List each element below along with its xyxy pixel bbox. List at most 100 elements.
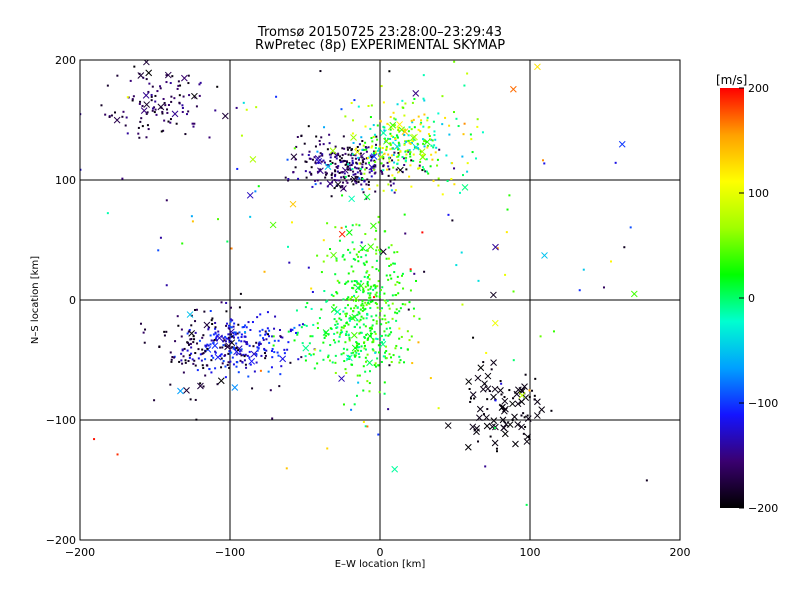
scatter-dot: [409, 151, 412, 154]
scatter-dot: [365, 260, 368, 263]
scatter-dot: [372, 339, 375, 342]
scatter-dot: [341, 331, 344, 334]
y-tick-label: 200: [55, 54, 76, 67]
scatter-dot: [420, 121, 423, 124]
scatter-dot: [338, 179, 341, 182]
scatter-cross: [418, 148, 426, 155]
scatter-dot: [359, 318, 362, 321]
scatter-dot: [371, 140, 374, 143]
scatter-dot: [385, 301, 388, 304]
scatter-dot: [347, 280, 350, 283]
scatter-dot: [334, 175, 337, 178]
scatter-dot: [419, 130, 422, 133]
scatter-dot: [348, 162, 351, 165]
scatter-dot: [209, 343, 212, 346]
scatter-dot: [506, 208, 509, 211]
scatter-dot: [278, 328, 281, 331]
scatter-dot: [165, 330, 168, 333]
scatter-dot: [382, 355, 385, 358]
scatter-dot: [364, 125, 367, 128]
scatter-dot: [347, 296, 350, 299]
scatter-dot: [524, 425, 527, 428]
scatter-dot: [342, 181, 345, 184]
scatter-dot: [350, 280, 353, 283]
scatter-dot: [338, 239, 341, 242]
scatter-dot: [212, 333, 215, 336]
scatter-dot: [308, 171, 311, 174]
scatter-dot: [399, 359, 402, 362]
scatter-dot: [305, 160, 308, 163]
scatter-dot: [316, 170, 319, 173]
scatter-dot: [225, 324, 228, 327]
scatter-dot: [197, 357, 200, 360]
scatter-dot: [181, 348, 184, 351]
scatter-dot: [376, 246, 379, 249]
scatter-dot: [180, 328, 183, 331]
scatter-dot: [508, 194, 511, 197]
scatter-dot: [370, 285, 373, 288]
scatter-cross: [183, 387, 190, 394]
scatter-dot: [209, 334, 212, 337]
scatter-dot: [388, 333, 391, 336]
scatter-dot: [374, 165, 377, 168]
scatter-dot: [229, 320, 232, 323]
scatter-dot: [367, 292, 370, 295]
scatter-dot: [271, 356, 274, 359]
scatter-dot: [347, 323, 350, 326]
scatter-dot: [354, 299, 357, 302]
scatter-dot: [264, 354, 267, 357]
scatter-dot: [170, 95, 173, 98]
scatter-dot: [367, 299, 370, 302]
scatter-dot: [277, 339, 280, 342]
scatter-dot: [397, 152, 400, 155]
scatter-dot: [334, 371, 337, 374]
scatter-dot: [409, 142, 412, 145]
scatter-dot: [364, 356, 367, 359]
scatter-dot: [423, 140, 426, 143]
scatter-dot: [323, 336, 326, 339]
scatter-cross: [461, 184, 469, 191]
scatter-dot: [508, 389, 511, 392]
scatter-dot: [433, 134, 436, 137]
scatter-dot: [238, 306, 241, 309]
scatter-dot: [422, 168, 425, 171]
scatter-dot: [233, 322, 236, 325]
scatter-dot: [388, 160, 391, 163]
scatter-dot: [365, 183, 368, 186]
scatter-dot: [397, 292, 400, 295]
scatter-dot: [190, 346, 193, 349]
scatter-dot: [226, 322, 229, 325]
scatter-dot: [402, 287, 405, 290]
scatter-cross: [513, 390, 521, 398]
scatter-dot: [346, 181, 349, 184]
scatter-dot: [271, 347, 274, 350]
scatter-cross: [379, 248, 387, 256]
scatter-dot: [231, 356, 234, 359]
scatter-dot: [193, 359, 196, 362]
scatter-cross: [500, 424, 508, 432]
scatter-dot: [375, 229, 378, 232]
scatter-dot: [382, 155, 385, 158]
scatter-dot: [350, 352, 353, 355]
scatter-dot: [389, 137, 392, 140]
scatter-dot: [240, 336, 243, 339]
scatter-dot: [320, 136, 323, 139]
scatter-dot: [363, 263, 366, 266]
scatter-dot: [362, 191, 365, 194]
scatter-dot: [408, 175, 411, 178]
scatter-dot: [161, 110, 164, 113]
scatter-dot: [374, 150, 377, 153]
scatter-dot: [407, 150, 410, 153]
scatter-dot: [189, 338, 192, 341]
scatter-cross: [113, 116, 121, 124]
scatter-dot: [372, 168, 375, 171]
scatter-dot: [382, 164, 385, 167]
scatter-dot: [206, 343, 209, 346]
scatter-dot: [344, 115, 347, 118]
scatter-dot: [468, 387, 471, 390]
scatter-dot: [360, 315, 363, 318]
scatter-dot: [143, 341, 146, 344]
scatter-dot: [324, 176, 327, 179]
scatter-dot: [430, 144, 433, 147]
scatter-dot: [378, 292, 381, 295]
